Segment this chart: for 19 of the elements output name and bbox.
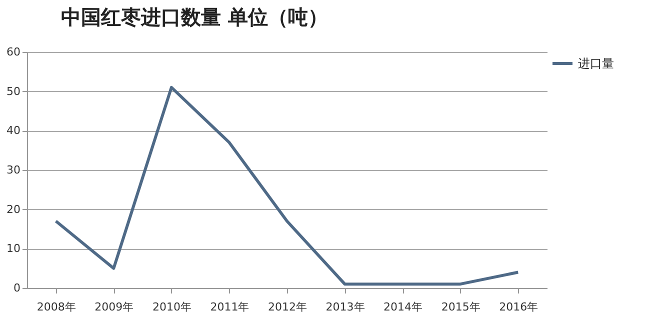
y-tick-label: 30 — [6, 164, 20, 176]
chart-title: 中国红枣进口数量 单位（吨） — [61, 5, 328, 29]
x-tick-label: 2013年 — [326, 300, 365, 314]
x-tick-label: 2016年 — [499, 300, 538, 314]
y-tick-label: 0 — [14, 282, 20, 294]
x-tick-label: 2009年 — [94, 300, 134, 314]
legend-label: 进口量 — [578, 56, 614, 70]
x-tick-label: 2014年 — [384, 300, 423, 314]
y-tick-label: 10 — [6, 242, 20, 256]
x-tick-label: 2011年 — [210, 300, 250, 314]
y-tick-label: 50 — [6, 84, 20, 98]
line-series — [54, 86, 520, 286]
y-tick-label: 40 — [6, 124, 20, 138]
y-tick-label: 60 — [6, 46, 20, 58]
x-tick-label: 2015年 — [441, 300, 480, 314]
y-tick-label: 20 — [6, 202, 20, 216]
x-tick-label: 2010年 — [152, 300, 192, 314]
x-tick-label: 2012年 — [268, 300, 307, 314]
x-tick-label: 2008年 — [36, 300, 76, 314]
